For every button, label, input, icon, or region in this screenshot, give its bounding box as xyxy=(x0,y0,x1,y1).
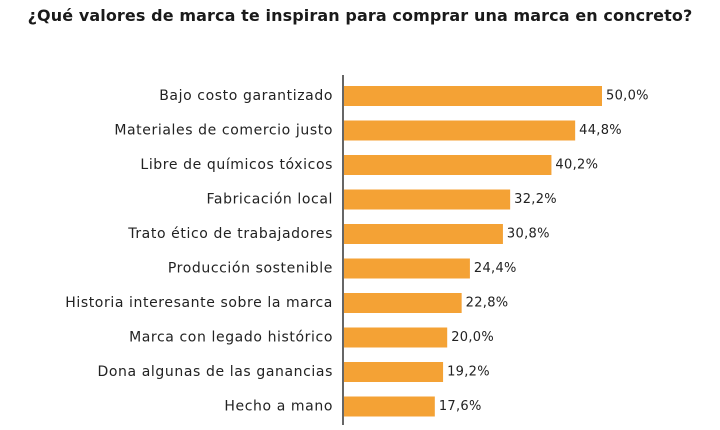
category-label-4: Fabricación local xyxy=(207,192,333,208)
category-label-1: Bajo costo garantizado xyxy=(159,88,333,104)
bar-10 xyxy=(344,396,435,417)
bar-3 xyxy=(344,155,552,175)
bars-group xyxy=(344,86,602,417)
bar-1 xyxy=(344,86,602,106)
value-label-5: 30,8% xyxy=(507,227,550,242)
value-label-1: 50,0% xyxy=(606,89,649,104)
value-label-2: 44,8% xyxy=(579,123,622,138)
value-label-4: 32,2% xyxy=(514,192,557,207)
bar-2 xyxy=(344,120,576,141)
category-label-5: Trato ético de trabajadores xyxy=(127,226,333,242)
bar-5 xyxy=(344,224,503,244)
value-label-8: 20,0% xyxy=(451,330,494,345)
value-label-3: 40,2% xyxy=(555,158,598,173)
value-label-10: 17,6% xyxy=(439,399,482,414)
bar-8 xyxy=(344,327,448,348)
category-labels-group: Bajo costo garantizado Materiales de come… xyxy=(65,88,334,415)
category-label-8: Marca con legado histórico xyxy=(129,330,333,346)
bar-9 xyxy=(344,362,444,382)
category-label-10: Hecho a mano xyxy=(224,399,333,415)
category-label-3: Libre de químicos tóxicos xyxy=(140,157,333,173)
category-label-2: Materiales de comercio justo xyxy=(114,123,333,139)
value-label-7: 22,8% xyxy=(466,296,509,311)
category-label-7: Historia interesante sobre la marca xyxy=(65,295,333,311)
value-label-9: 19,2% xyxy=(447,365,490,380)
category-label-6: Producción sostenible xyxy=(168,261,333,277)
bar-7 xyxy=(344,293,462,313)
bar-6 xyxy=(344,258,470,279)
value-label-6: 24,4% xyxy=(474,261,517,276)
value-labels-group: 50,0% 44,8% 40,2% 32,2% 30,8% 24,4% 22,8% 20,0%… xyxy=(439,89,649,415)
chart-title: ¿Qué valores de marca te inspiran para c… xyxy=(27,6,693,25)
bar-4 xyxy=(344,189,511,210)
category-label-9: Dona algunas de las ganancias xyxy=(98,364,334,380)
